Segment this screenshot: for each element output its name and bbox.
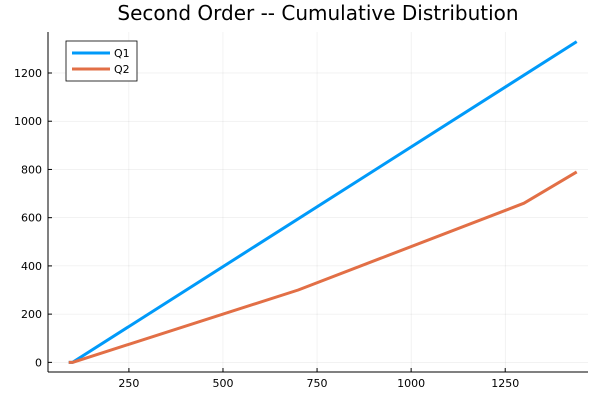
y-tick-label: 1000 — [14, 115, 42, 128]
y-tick-label: 0 — [35, 356, 42, 369]
x-tick-label: 500 — [212, 377, 233, 390]
legend-label-q2: Q2 — [114, 63, 130, 76]
legend-box — [65, 40, 138, 82]
legend-label-q1: Q1 — [114, 47, 130, 60]
grid — [48, 32, 588, 372]
series-line-q2 — [68, 170, 578, 364]
y-tick-label: 600 — [21, 212, 42, 225]
x-tick-label: 250 — [118, 377, 139, 390]
y-tick-label: 400 — [21, 260, 42, 273]
y-tick-label: 1200 — [14, 67, 42, 80]
y-tick-label: 200 — [21, 308, 42, 321]
axes: 250 500 750 1000 1250 0 200 400 600 800 1000 1200 — [14, 32, 588, 390]
x-tick-label: 1000 — [397, 377, 425, 390]
y-tick-label: 800 — [21, 163, 42, 176]
chart-title: Second Order -- Cumulative Distribution — [117, 1, 518, 25]
x-tick-label: 1250 — [491, 377, 519, 390]
x-tick-label: 750 — [307, 377, 328, 390]
series-lines — [68, 40, 578, 364]
